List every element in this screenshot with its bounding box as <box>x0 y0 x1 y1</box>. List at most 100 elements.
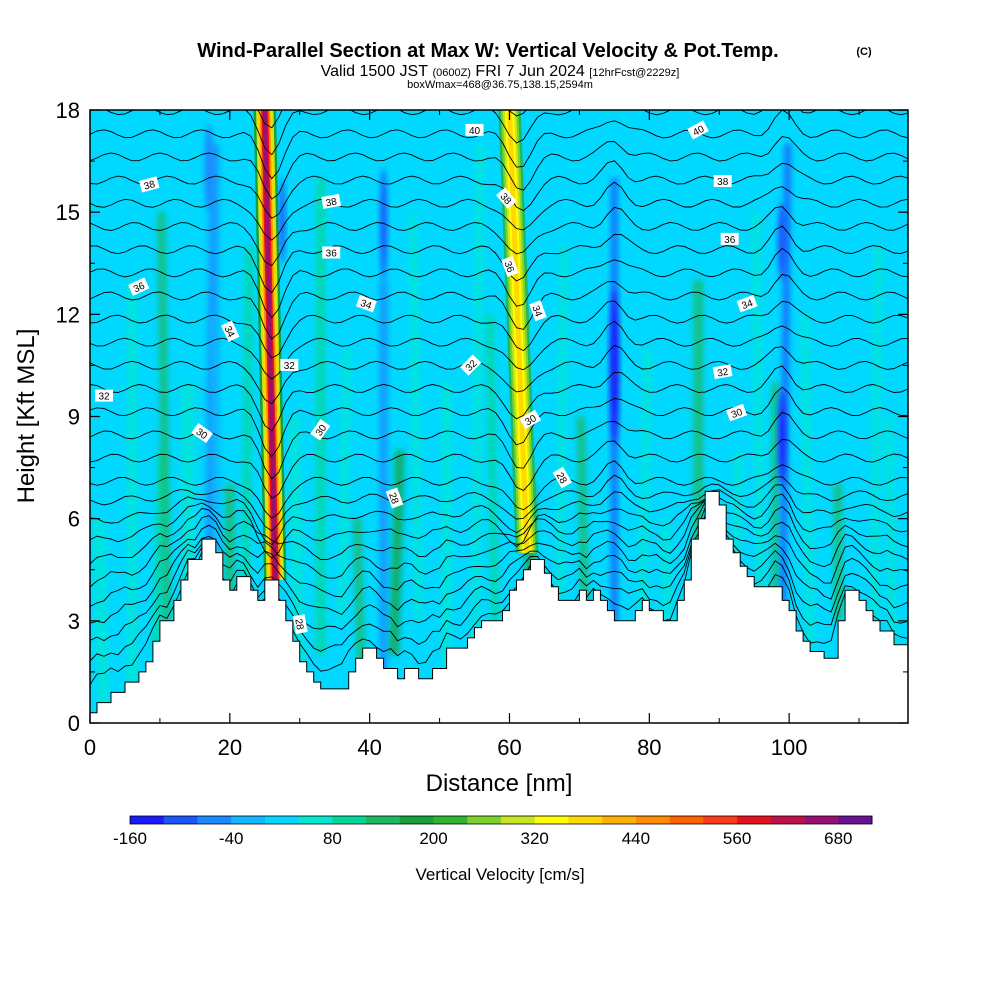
isentrope-line <box>90 505 908 624</box>
w-field-streak <box>751 212 766 621</box>
colorbar-swatch <box>264 816 300 824</box>
w-field-streak <box>157 212 172 621</box>
isentrope-line <box>90 206 908 267</box>
colorbar-swatch <box>197 816 232 824</box>
isentrope-label: 28 <box>552 466 573 489</box>
isentrope-label: 38 <box>139 176 160 193</box>
isentrope-label: 32 <box>712 364 733 380</box>
colorbar-swatch <box>737 816 772 824</box>
chart-title-mark: (C) <box>856 46 872 58</box>
colorbar-swatch <box>298 816 333 824</box>
colorbar-swatch <box>703 816 738 824</box>
isentrope-label-box <box>529 300 547 322</box>
isentrope-line <box>90 365 908 432</box>
isentrope-label-box <box>712 364 733 380</box>
downdraft-core <box>778 389 786 485</box>
isentrope-label-text: 30 <box>523 413 539 428</box>
isentrope-label-box <box>460 354 482 376</box>
isentrope-label-box <box>221 320 240 342</box>
isentrope-label: 32 <box>280 358 299 372</box>
isentrope-line <box>90 499 908 565</box>
updraft-core-band <box>262 110 278 580</box>
isentrope-label: 34 <box>529 300 547 322</box>
isentrope-label: 36 <box>720 232 739 246</box>
colorbar-swatch <box>433 816 468 824</box>
y-tick-label: 0 <box>68 711 80 736</box>
downdraft-core <box>610 287 619 444</box>
colorbar-swatch <box>163 816 198 824</box>
colorbar-swatch <box>467 816 502 824</box>
isentrope-line <box>90 181 908 241</box>
w-field-streak <box>485 314 500 655</box>
isentrope-label-box <box>95 389 113 402</box>
colorbar-swatch <box>130 816 165 824</box>
isentrope-label: 34 <box>736 294 758 313</box>
y-tick-label: 18 <box>56 98 80 123</box>
isentrope-label-box <box>720 232 739 245</box>
isentrope-label-box <box>127 277 150 296</box>
isentrope-label: 30 <box>191 423 214 444</box>
isentrope-label-text: 36 <box>326 249 338 260</box>
isentrope-line <box>90 300 908 359</box>
isentrope-label-box <box>322 246 341 259</box>
colorbar-tick-label: 320 <box>521 829 549 848</box>
isentrope-label-box <box>139 176 160 193</box>
isentrope-line <box>90 411 908 480</box>
isentrope-label: 36 <box>322 246 341 260</box>
y-tick-label: 12 <box>56 302 80 327</box>
colorbar-swatch <box>501 816 536 824</box>
colorbar-swatch <box>669 816 704 824</box>
isentrope-line <box>90 493 908 559</box>
downdraft-core <box>204 123 214 213</box>
colorbar-tick-label: 680 <box>824 829 852 848</box>
subtitle-date: FRI 7 Jun 2024 <box>475 63 585 80</box>
isentrope-label-text: 40 <box>691 124 706 139</box>
colorbar-swatch <box>399 816 435 824</box>
colorbar-tick-label: -40 <box>219 829 244 848</box>
w-field-streak <box>408 212 423 621</box>
isentrope-label-text: 40 <box>469 126 481 137</box>
isentrope-label-box <box>321 193 342 209</box>
isentrope-label-box <box>501 256 519 278</box>
isentrope-label: 36 <box>127 277 150 296</box>
isentrope-line <box>90 247 908 319</box>
isentrope-line <box>90 225 908 294</box>
isentrope-label-text: 28 <box>386 491 400 506</box>
w-field-streak <box>127 280 137 689</box>
isentrope-label-text: 38 <box>325 196 338 209</box>
x-tick-label: 20 <box>218 735 242 760</box>
subtitle-valid: Valid 1500 JST <box>321 63 429 80</box>
colorbar-swatch <box>635 816 671 824</box>
isentrope-label: 30 <box>726 403 748 422</box>
isentrope-label: 28 <box>385 487 404 509</box>
x-tick-label: 0 <box>84 735 96 760</box>
terrain-mask <box>90 490 908 723</box>
y-tick-label: 15 <box>56 200 80 225</box>
w-field-streak <box>800 314 815 655</box>
box-info: boxWmax=468@36.75,138.15,2594m <box>407 79 593 91</box>
isentrope-label-box <box>280 358 299 371</box>
isentrope-label: 28 <box>292 614 308 635</box>
isentrope-line <box>90 160 908 219</box>
isentrope-label: 30 <box>310 418 331 441</box>
isentrope-label: 32 <box>95 389 113 403</box>
isentrope-label-box <box>310 418 331 441</box>
isentrope-label-box <box>519 409 542 430</box>
y-axis-label: Height [Kft MSL] <box>13 329 40 504</box>
isentrope-label-box <box>292 614 308 635</box>
isentrope-label-text: 28 <box>292 618 305 631</box>
isentrope-label-box <box>687 120 709 140</box>
isentrope-label-text: 32 <box>284 361 296 372</box>
subtitle-utc: (0600Z) <box>432 67 471 79</box>
y-tick-label: 3 <box>68 609 80 634</box>
isentrope-line <box>90 110 908 180</box>
isentrope-label-text: 36 <box>132 280 147 295</box>
colorbar-frame <box>129 815 873 825</box>
w-field-streak <box>470 144 485 689</box>
isentrope-label-text: 36 <box>724 235 736 246</box>
colorbar-swatch <box>568 816 603 824</box>
isentrope-label: 38 <box>321 193 342 209</box>
isentrope-label: 34 <box>221 320 240 342</box>
isentrope-label-text: 36 <box>501 260 515 275</box>
